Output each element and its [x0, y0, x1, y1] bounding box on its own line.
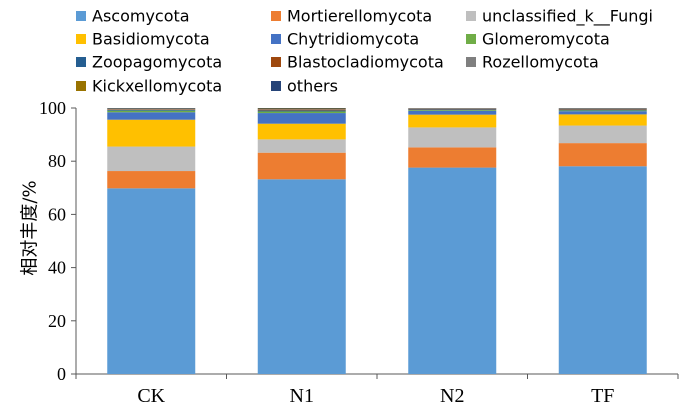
- legend-label: unclassified_k__Fungi: [482, 7, 653, 27]
- legend-item-unclassified-k-fungi: unclassified_k__Fungi: [466, 7, 653, 27]
- legend-item-others: others: [271, 77, 338, 96]
- bar-segment-ck-zoopagomycota: [107, 109, 196, 111]
- legend-item-chytridiomycota: Chytridiomycota: [271, 30, 419, 49]
- bar-group-ck: [107, 108, 196, 374]
- bar-segment-ck-chytridiomycota: [107, 112, 196, 120]
- legend-label: Rozellomycota: [482, 53, 599, 72]
- bar-segment-ck-mortierellomycota: [107, 171, 196, 189]
- legend-item-basidiomycota: Basidiomycota: [76, 30, 210, 49]
- legend-item-zoopagomycota: Zoopagomycota: [76, 53, 222, 72]
- y-tick-label: 0: [57, 364, 66, 384]
- legend-swatch: [466, 34, 476, 44]
- y-tick-label: 20: [48, 311, 66, 331]
- bar-group-n2: [408, 108, 497, 374]
- bar-segment-tf-chytridiomycota: [558, 111, 647, 115]
- bar-segment-tf-zoopagomycota: [558, 109, 647, 111]
- bar-segment-tf-basidiomycota: [558, 114, 647, 126]
- bar-segment-ck-glomeromycota: [107, 110, 196, 113]
- legend-swatch: [271, 11, 281, 21]
- bar-group-tf: [558, 108, 647, 374]
- bar-segment-n2-blastocladiomycota: [408, 108, 497, 110]
- legend-label: Chytridiomycota: [287, 30, 419, 49]
- legend-label: Zoopagomycota: [92, 53, 222, 72]
- legend-swatch: [271, 34, 281, 44]
- bar-segment-ck-blastocladiomycota: [107, 109, 196, 110]
- bar-segment-n1-blastocladiomycota: [257, 109, 346, 111]
- plot-area: 0 20 40 60 80 100 CK N1 N2 TF: [39, 98, 679, 407]
- y-tick-label: 60: [48, 204, 66, 224]
- legend-label: Mortierellomycota: [287, 7, 432, 26]
- x-tick-label-ck: CK: [137, 385, 165, 407]
- bar-group-n1: [257, 108, 346, 374]
- x-tick-label-n1: N1: [290, 385, 314, 407]
- bar-segment-tf-glomeromycota: [558, 110, 647, 112]
- bar-segment-n2-mortierellomycota: [408, 147, 497, 168]
- bar-segment-n1-zoopagomycota: [257, 110, 346, 112]
- legend-swatch: [76, 34, 86, 44]
- bar-segment-n1-basidiomycota: [257, 123, 346, 140]
- legend-swatch: [76, 57, 86, 67]
- bar-segment-n2-ascomycota: [408, 167, 497, 374]
- legend-swatch: [271, 81, 281, 91]
- x-tick-label-n2: N2: [440, 385, 464, 407]
- y-tick-label: 40: [48, 258, 66, 278]
- legend-swatch: [76, 81, 86, 91]
- bar-segment-tf-rozellomycota: [558, 108, 647, 110]
- bar-segment-ck-ascomycota: [107, 188, 196, 374]
- legend-label: Ascomycota: [92, 7, 190, 26]
- legend-label: Glomeromycota: [482, 30, 610, 49]
- legend-swatch: [76, 11, 86, 21]
- bar-segment-n2-unclassified-k-fungi: [408, 127, 497, 148]
- legend-item-kickxellomycota: Kickxellomycota: [76, 77, 222, 96]
- bar-segment-tf-mortierellomycota: [558, 143, 647, 167]
- legend-item-mortierellomycota: Mortierellomycota: [271, 7, 432, 26]
- bar-segment-n2-basidiomycota: [408, 114, 497, 128]
- legend-label: Kickxellomycota: [92, 77, 222, 96]
- bar-segment-tf-unclassified-k-fungi: [558, 125, 647, 144]
- bar-segment-n1-kickxellomycota: [257, 108, 346, 110]
- legend-swatch: [466, 11, 476, 21]
- bar-segment-n1-glomeromycota: [257, 111, 346, 114]
- y-tick-label: 100: [39, 98, 66, 118]
- legend-label: Basidiomycota: [92, 30, 210, 49]
- bar-segment-tf-ascomycota: [558, 166, 647, 374]
- legend-label: Blastocladiomycota: [287, 53, 444, 72]
- y-tick-label: 80: [48, 151, 66, 171]
- bar-segment-tf-blastocladiomycota: [558, 109, 647, 110]
- bar-segment-n2-glomeromycota: [408, 110, 497, 111]
- legend-item-blastocladiomycota: Blastocladiomycota: [271, 53, 444, 72]
- bar-segment-ck-basidiomycota: [107, 119, 196, 147]
- bar-segment-n2-zoopagomycota: [408, 109, 497, 111]
- bar-segment-n1-others: [257, 108, 346, 109]
- legend-swatch: [271, 57, 281, 67]
- bar-segment-n1-chytridiomycota: [257, 113, 346, 124]
- legend-item-ascomycota: Ascomycota: [76, 7, 190, 26]
- legend: Ascomycota Mortierellomycota unclassified_…: [76, 7, 653, 96]
- bar-segment-n2-chytridiomycota: [408, 110, 497, 115]
- bar-segment-n1-mortierellomycota: [257, 152, 346, 180]
- legend-label: others: [287, 77, 338, 96]
- bar-segment-ck-others: [107, 108, 196, 109]
- legend-swatch: [466, 57, 476, 67]
- x-tick-label-tf: TF: [591, 385, 614, 407]
- bar-segment-ck-unclassified-k-fungi: [107, 146, 196, 172]
- bar-segment-n1-rozellomycota: [257, 109, 346, 110]
- bar-segment-n1-ascomycota: [257, 179, 346, 374]
- legend-item-rozellomycota: Rozellomycota: [466, 53, 599, 72]
- bar-segment-ck-rozellomycota: [107, 108, 196, 110]
- bar-segment-n1-unclassified-k-fungi: [257, 139, 346, 153]
- legend-item-glomeromycota: Glomeromycota: [466, 30, 610, 49]
- y-axis-label: 相对丰度/%: [20, 180, 41, 275]
